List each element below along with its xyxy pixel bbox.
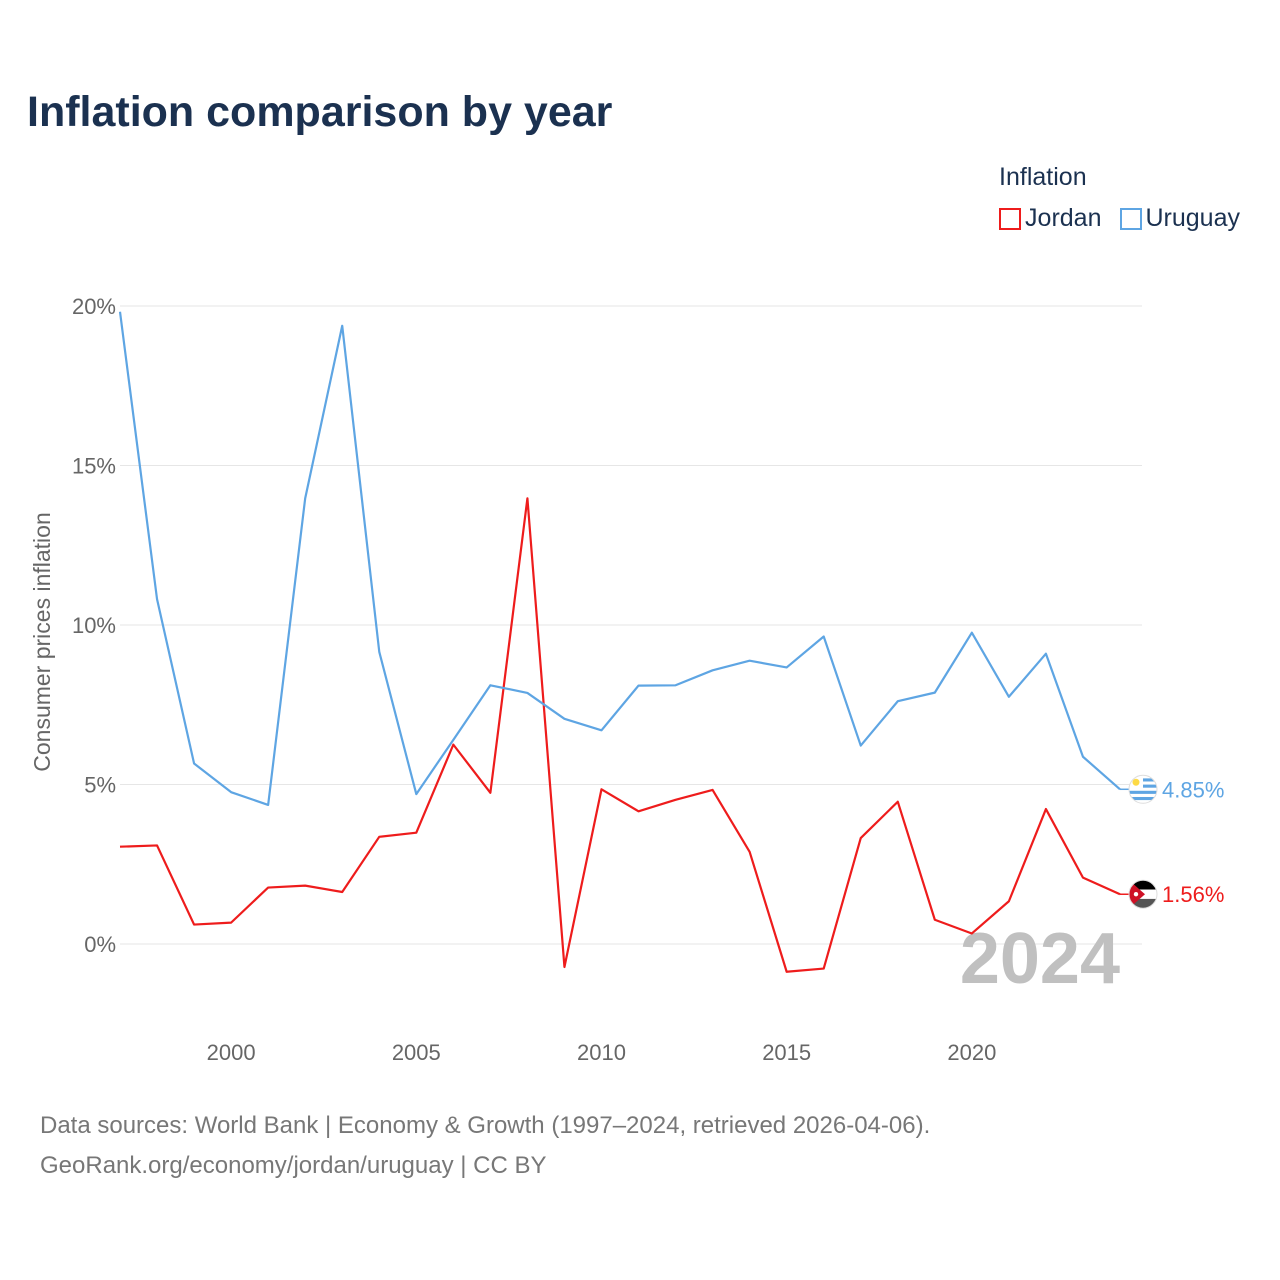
legend-swatch-uruguay <box>1119 207 1142 230</box>
x-tick-label: 2010 <box>577 1040 626 1065</box>
y-tick-label: 15% <box>72 454 116 479</box>
end-value-label-uruguay: 4.85% <box>1162 777 1224 802</box>
legend-label-uruguay: Uruguay <box>1145 204 1241 232</box>
x-tick-label: 2000 <box>207 1040 256 1065</box>
end-value-label-jordan: 1.56% <box>1162 882 1224 907</box>
year-watermark: 2024 <box>960 919 1120 999</box>
y-axis-label: Consumer prices inflation <box>29 512 55 772</box>
chart-title: Inflation comparison by year <box>27 88 613 136</box>
legend-title: Inflation <box>999 163 1087 191</box>
legend-swatch-jordan <box>999 207 1022 230</box>
y-tick-label: 5% <box>84 773 116 798</box>
y-tick-label: 20% <box>72 294 116 319</box>
series-line-jordan <box>119 497 1121 973</box>
x-tick-label: 2015 <box>762 1040 811 1065</box>
x-tick-label: 2005 <box>392 1040 441 1065</box>
series-line-uruguay <box>118 311 1121 807</box>
y-tick-label: 0% <box>84 932 116 957</box>
legend-label-jordan: Jordan <box>1025 204 1102 232</box>
flag-jordan-icon <box>1128 879 1158 909</box>
y-tick-label: 10% <box>72 613 116 638</box>
legend: Inflation Jordan Uruguay <box>999 163 1240 233</box>
legend-item-uruguay[interactable]: Uruguay <box>1119 204 1241 233</box>
data-sources: Data sources: World Bank | Economy & Gro… <box>40 1106 930 1186</box>
sources-line-1: Data sources: World Bank | Economy & Gro… <box>40 1112 931 1139</box>
sources-line-2[interactable]: GeoRank.org/economy/jordan/uruguay | CC … <box>40 1152 547 1179</box>
x-tick-label: 2020 <box>947 1040 996 1065</box>
flag-uruguay-icon <box>1128 774 1158 804</box>
legend-item-jordan[interactable]: Jordan <box>999 204 1102 233</box>
